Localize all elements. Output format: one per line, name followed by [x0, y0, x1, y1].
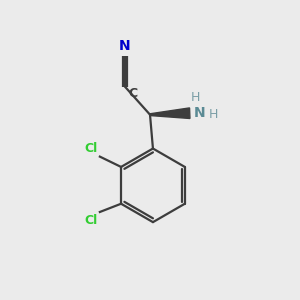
Text: H: H	[191, 92, 200, 104]
Text: C: C	[128, 87, 137, 100]
Polygon shape	[150, 108, 190, 119]
Text: Cl: Cl	[85, 214, 98, 227]
Text: Cl: Cl	[85, 142, 98, 155]
Text: H: H	[208, 108, 218, 121]
Text: N: N	[193, 106, 205, 120]
Text: N: N	[119, 39, 131, 53]
